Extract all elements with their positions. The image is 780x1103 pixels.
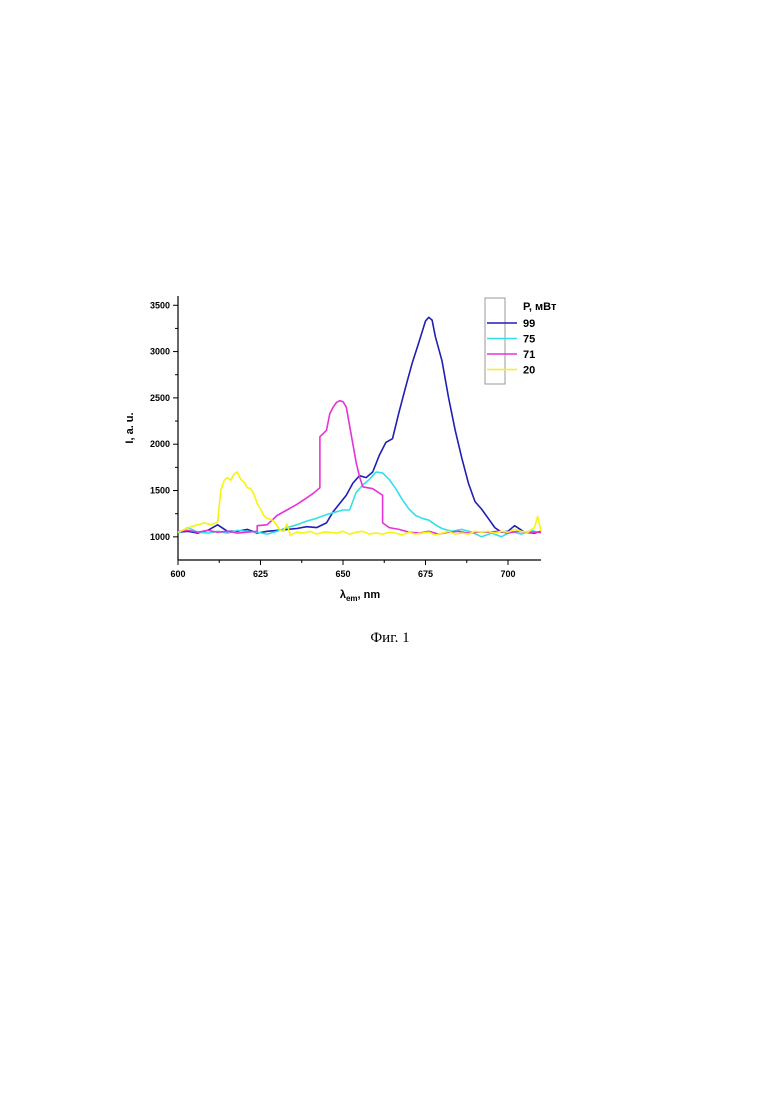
legend-title: P, мВт xyxy=(523,301,557,313)
x-tick-label: 650 xyxy=(335,569,350,579)
series-line-20 xyxy=(178,472,541,535)
x-axis-title: λem, nm xyxy=(340,589,381,603)
x-tick-label: 600 xyxy=(170,569,185,579)
x-axis-title-unit: , nm xyxy=(358,589,381,601)
figure-caption: Фиг. 1 xyxy=(0,630,780,647)
x-axis-title-subscript: em xyxy=(346,594,358,603)
y-axis-title: I, a. u. xyxy=(124,412,136,443)
y-tick-label: 3000 xyxy=(150,347,170,357)
y-tick-label: 1500 xyxy=(150,486,170,496)
x-tick-label: 675 xyxy=(418,569,433,579)
x-tick-label: 625 xyxy=(253,569,268,579)
legend: P, мВт 99 75 71 20 xyxy=(485,298,557,384)
x-tick-label: 700 xyxy=(500,569,515,579)
legend-label-71: 71 xyxy=(523,349,535,361)
legend-label-99: 99 xyxy=(523,318,535,330)
y-tick-label: 1000 xyxy=(150,532,170,542)
y-tick-label: 3500 xyxy=(150,300,170,310)
chart: 600625650675700100015002000250030003500 … xyxy=(0,0,780,620)
y-tick-label: 2000 xyxy=(150,439,170,449)
series-line-75 xyxy=(178,472,541,537)
legend-frame xyxy=(485,298,505,384)
y-tick-label: 2500 xyxy=(150,393,170,403)
legend-label-75: 75 xyxy=(523,334,535,346)
series-line-71 xyxy=(178,401,541,534)
legend-label-20: 20 xyxy=(523,365,535,377)
